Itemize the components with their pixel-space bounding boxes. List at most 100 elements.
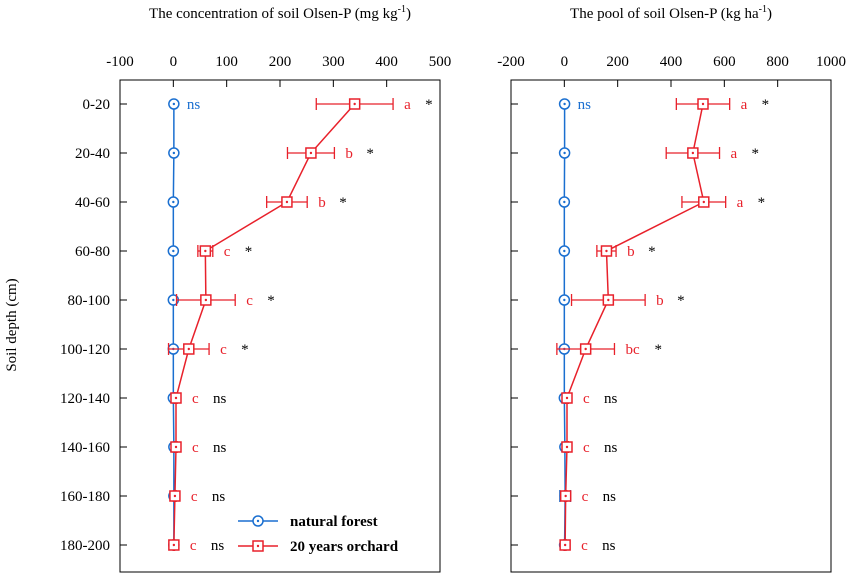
series-line-natural_forest xyxy=(563,104,566,546)
orchard-letter-label: b xyxy=(627,244,635,260)
significance-marker: * xyxy=(654,342,662,358)
pool-x-tick-label: 200 xyxy=(606,54,629,70)
significance-marker: * xyxy=(677,293,685,309)
orchard-letter-label: a xyxy=(741,97,748,113)
orchard-letter-label: b xyxy=(656,293,664,309)
orchard-letter-label: c xyxy=(224,244,231,260)
pool-x-tick-label: 0 xyxy=(561,54,569,70)
concentration-x-tick-label: 300 xyxy=(322,54,345,70)
significance-marker: * xyxy=(339,195,347,211)
significance-marker: * xyxy=(648,244,656,260)
orchard-letter-label: a xyxy=(404,97,411,113)
pool-annotations: ns a *a *a *b *b *bc *c nsc nsc nsc ns xyxy=(578,97,770,554)
series-line-natural_forest xyxy=(172,104,175,545)
significance-marker: ns xyxy=(212,489,226,505)
concentration-series xyxy=(167,98,394,551)
orchard-letter-label: c xyxy=(583,391,590,407)
concentration-y-ticks: 0-20 20-40 40-60 60-80 80-100 100-120 120-140 1… xyxy=(60,97,127,554)
significance-marker: * xyxy=(366,146,374,162)
pool-x-tick-label: 600 xyxy=(713,54,736,70)
data-point-natural_forest-center xyxy=(172,298,175,302)
orchard-letter-label: b xyxy=(345,146,353,162)
concentration-annotations: ns a *b *b *c *c *c *c nsc nsc nsc ns xyxy=(187,97,433,554)
concentration-x-tick-label: 500 xyxy=(429,54,452,70)
data-point-orchard_20y-center xyxy=(584,347,587,351)
pool-x-ticks: -200 0 200 400 600 800 1000 xyxy=(497,54,846,87)
significance-marker: * xyxy=(762,97,770,113)
orchard-letter-label: a xyxy=(737,195,744,211)
series-natural_forest xyxy=(558,98,572,551)
orchard-letter-label: c xyxy=(246,293,253,309)
orchard-letter-label: c xyxy=(581,538,588,554)
forest-significance-label: ns xyxy=(578,97,592,113)
orchard-letter-label: c xyxy=(191,489,198,505)
concentration-x-ticks: -100 0 100 200 300 400 500 xyxy=(106,54,451,87)
orchard-letter-label: c xyxy=(190,538,197,554)
orchard-letter-label: a xyxy=(731,146,738,162)
legend: natural forest 20 years orchard xyxy=(238,514,399,555)
pool-x-tick-label: 800 xyxy=(766,54,789,70)
data-point-orchard_20y-center xyxy=(285,200,289,204)
data-point-natural_forest-center xyxy=(172,151,176,155)
orchard-letter-label: c xyxy=(583,440,590,456)
data-point-natural_forest-center xyxy=(172,200,175,204)
concentration-x-tick-label: -100 xyxy=(106,54,134,70)
significance-marker: ns xyxy=(213,440,227,456)
significance-marker: ns xyxy=(211,538,225,554)
pool-series xyxy=(556,98,731,551)
orchard-letter-label: c xyxy=(582,489,589,505)
data-point-orchard_20y-center xyxy=(187,347,190,351)
significance-marker: * xyxy=(758,195,766,211)
concentration-x-tick-label: 400 xyxy=(375,54,398,70)
concentration-panel: The concentration of soil Olsen-P (mg kg… xyxy=(60,4,451,573)
data-point-natural_forest-center xyxy=(172,249,175,253)
significance-marker: ns xyxy=(604,440,618,456)
legend-item-orchard_20y: 20 years orchard xyxy=(238,539,399,555)
data-point-orchard_20y-center xyxy=(702,200,705,204)
concentration-plot-frame xyxy=(119,79,441,573)
concentration-x-tick-label: 0 xyxy=(170,54,178,70)
data-point-orchard_20y-center xyxy=(701,102,705,106)
legend-item-natural_forest: natural forest xyxy=(238,514,378,530)
legend-label: 20 years orchard xyxy=(290,539,399,555)
significance-marker: * xyxy=(267,293,275,309)
significance-marker: * xyxy=(245,244,253,260)
series-orchard_20y xyxy=(556,98,731,551)
data-point-orchard_20y-center xyxy=(173,494,177,498)
concentration-title: The concentration of soil Olsen-P (mg kg… xyxy=(149,4,411,22)
y-tick-label: 120-140 xyxy=(60,391,110,407)
significance-marker: ns xyxy=(213,391,227,407)
data-point-orchard_20y-center xyxy=(174,396,178,400)
legend-label: natural forest xyxy=(290,514,378,530)
significance-marker: ns xyxy=(602,538,616,554)
pool-title: The pool of soil Olsen-P (kg ha-1) xyxy=(570,4,772,22)
y-tick-label: 80-100 xyxy=(68,293,111,309)
y-tick-label: 20-40 xyxy=(75,146,110,162)
series-orchard_20y xyxy=(167,98,394,551)
data-point-natural_forest-center xyxy=(563,102,566,106)
pool-panel: The pool of soil Olsen-P (kg ha-1) -200 0… xyxy=(497,4,846,573)
y-tick-label: 60-80 xyxy=(75,244,110,260)
data-point-orchard_20y-center xyxy=(691,151,695,155)
orchard-letter-label: bc xyxy=(625,342,640,358)
data-point-natural_forest-center xyxy=(563,249,566,253)
data-point-natural_forest-center xyxy=(563,200,566,204)
significance-marker: ns xyxy=(604,391,618,407)
significance-marker: ns xyxy=(603,489,617,505)
y-tick-label: 160-180 xyxy=(60,489,110,505)
data-point-orchard_20y-center xyxy=(174,445,178,449)
pool-y-ticks xyxy=(511,103,518,546)
orchard-letter-label: c xyxy=(220,342,227,358)
orchard-letter-label: c xyxy=(192,440,199,456)
data-point-orchard_20y-center xyxy=(607,298,610,302)
significance-marker: * xyxy=(241,342,249,358)
data-point-natural_forest-center xyxy=(563,151,566,155)
pool-x-tick-label: -200 xyxy=(497,54,525,70)
pool-x-tick-label: 400 xyxy=(660,54,683,70)
concentration-x-tick-label: 100 xyxy=(215,54,238,70)
concentration-x-tick-label: 200 xyxy=(269,54,292,70)
data-point-orchard_20y-center xyxy=(563,543,567,547)
y-tick-label: 0-20 xyxy=(83,97,111,113)
orchard-letter-label: c xyxy=(192,391,199,407)
